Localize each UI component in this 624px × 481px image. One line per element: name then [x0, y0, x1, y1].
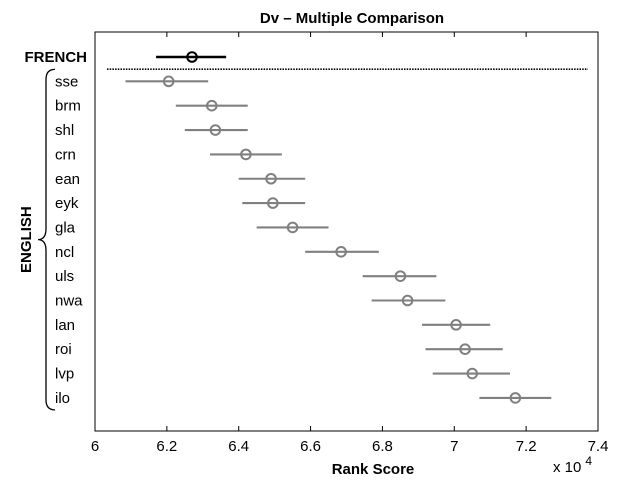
x-axis-multiplier-exponent: 4	[585, 454, 592, 468]
interval-crn	[209, 148, 282, 161]
x-tick-label: 7.2	[516, 438, 537, 455]
x-axis-multiplier: x 10 4	[553, 454, 592, 476]
mean-marker	[267, 197, 279, 209]
mean-marker	[459, 343, 471, 356]
x-tick-label: 6.6	[300, 438, 321, 455]
mean-marker	[450, 319, 462, 331]
x-axis: 6 6.2 6.4 6.6 6.8 7 7.2 7.4	[91, 32, 609, 455]
mean-marker	[209, 124, 222, 136]
interval-brm	[175, 99, 248, 112]
interval-nwa	[371, 294, 446, 307]
category-label: eyk	[55, 195, 79, 212]
mean-marker	[509, 392, 522, 404]
interval-ilo	[479, 392, 552, 404]
interval-ean	[238, 172, 306, 185]
interval-ncl	[305, 246, 379, 258]
category-label: uls	[55, 268, 74, 285]
x-tick-label: 7.4	[588, 438, 609, 455]
category-label: ilo	[55, 390, 70, 407]
series-marks	[125, 51, 552, 404]
category-label: nwa	[55, 293, 83, 310]
interval-lvp	[432, 367, 510, 380]
mean-marker	[162, 75, 175, 88]
x-tick-label: 6	[91, 438, 99, 455]
mean-marker	[240, 148, 252, 161]
chart-title: Dv – Multiple Comparison	[260, 10, 444, 27]
x-axis-label: Rank Score	[332, 461, 415, 478]
category-label: FRENCH	[25, 49, 88, 66]
interval-gla	[256, 221, 329, 234]
mean-marker	[401, 294, 414, 307]
category-label: lvp	[55, 366, 74, 383]
plot-area	[94, 31, 599, 432]
mean-marker	[286, 221, 299, 234]
group-label-english: ENGLISH	[18, 206, 35, 273]
category-label: shl	[55, 122, 74, 139]
mean-marker	[186, 51, 198, 63]
x-tick-label: 6.8	[372, 438, 393, 455]
x-axis-multiplier-base: x 10	[553, 459, 581, 476]
category-label: crn	[55, 146, 76, 163]
x-tick-label: 6.2	[156, 438, 177, 455]
mean-marker	[466, 367, 479, 380]
x-tick-label: 6.4	[228, 438, 249, 455]
interval-lan	[421, 319, 491, 331]
category-labels: FRENCH sse brm shl crn ean eyk gla ncl uls nwa lan r…	[25, 49, 88, 407]
interval-FRENCH	[156, 51, 227, 63]
group-brace	[37, 68, 56, 411]
category-label: sse	[55, 73, 78, 90]
interval-uls	[362, 270, 437, 282]
x-tick-label: 7	[450, 438, 458, 455]
category-label: ean	[55, 171, 80, 188]
category-label: gla	[55, 219, 76, 236]
interval-sse	[125, 75, 209, 88]
mean-marker	[265, 172, 277, 185]
mean-marker	[394, 270, 407, 282]
interval-eyk	[242, 197, 306, 209]
category-label: lan	[55, 317, 75, 334]
mean-marker	[335, 246, 347, 258]
category-label: ncl	[55, 244, 74, 261]
category-label: roi	[55, 341, 72, 358]
mean-marker	[205, 99, 218, 112]
interval-roi	[425, 343, 503, 356]
interval-shl	[184, 124, 248, 136]
category-label: brm	[55, 98, 81, 115]
